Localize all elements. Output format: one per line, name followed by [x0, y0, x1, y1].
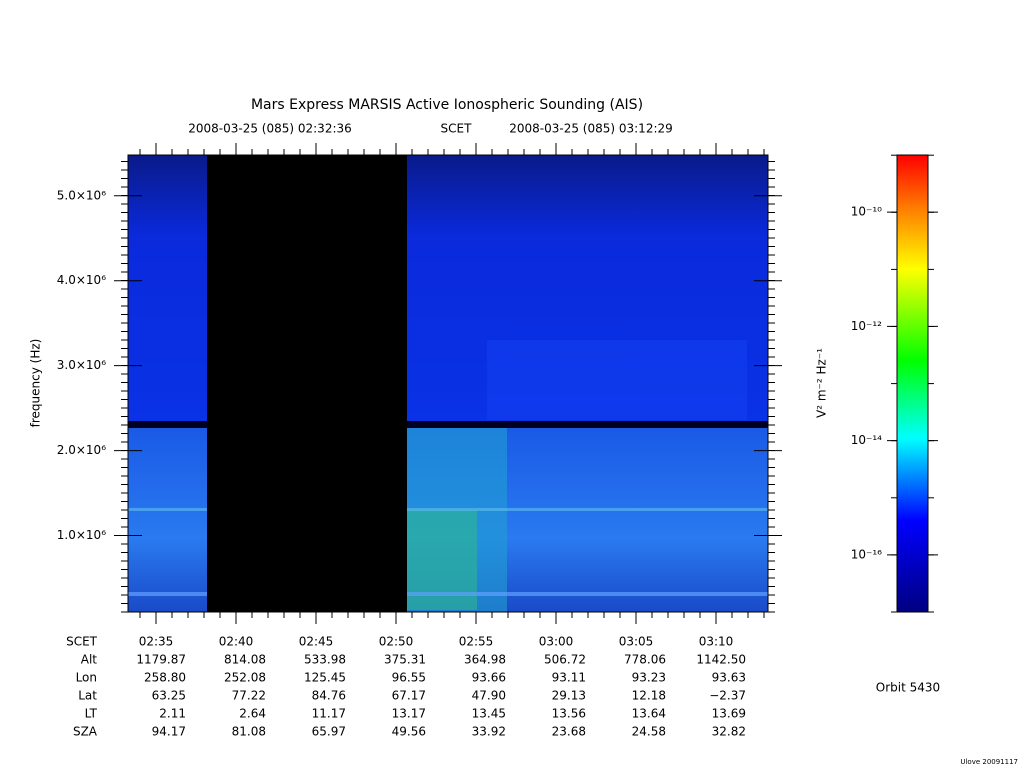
cell: 77.22 — [232, 689, 266, 703]
row-label: Lon — [76, 671, 97, 685]
cell: 93.11 — [552, 671, 586, 685]
cell: 258.80 — [144, 671, 186, 685]
plot-frame — [127, 154, 769, 613]
colorbar-tick-label: 10⁻¹² — [851, 319, 882, 333]
cell: 84.76 — [312, 689, 346, 703]
colorbar — [896, 154, 929, 613]
y-axis-label: frequency (Hz) — [29, 339, 43, 428]
colorbar-tick-label: 10⁻¹⁴ — [851, 433, 882, 447]
cell: 2.64 — [239, 707, 266, 721]
y-tick-label: 3.0×10⁶ — [57, 358, 106, 372]
cell: 29.13 — [552, 689, 586, 703]
cell: 1179.87 — [136, 653, 186, 667]
cell: 47.90 — [472, 689, 506, 703]
cell: 94.17 — [152, 725, 186, 739]
cell: 13.56 — [552, 707, 586, 721]
cell: 93.66 — [472, 671, 506, 685]
chart-title: Mars Express MARSIS Active Ionospheric S… — [251, 97, 643, 113]
row-label: SZA — [73, 725, 98, 739]
cell: 65.97 — [312, 725, 346, 739]
cell: 13.64 — [632, 707, 666, 721]
orbit: Orbit 5430 — [876, 681, 940, 695]
cell: 49.56 — [392, 725, 426, 739]
row-label: Lat — [78, 689, 97, 703]
cell: 11.17 — [312, 707, 346, 721]
cell: 1142.50 — [696, 653, 746, 667]
y-tick-label: 4.0×10⁶ — [57, 273, 106, 287]
cell: 93.23 — [632, 671, 666, 685]
cell: 2.11 — [159, 707, 186, 721]
cell: 533.98 — [304, 653, 346, 667]
colorbar-tick-label: 10⁻¹⁶ — [851, 547, 882, 561]
time-start: 2008-03-25 (085) 02:32:36 — [188, 122, 352, 136]
cell: 81.08 — [232, 725, 266, 739]
spectrogram — [128, 155, 768, 612]
cell: 506.72 — [544, 653, 586, 667]
cell: 23.68 — [552, 725, 586, 739]
cell: 63.25 — [152, 689, 186, 703]
y-tick-label: 1.0×10⁶ — [57, 528, 106, 542]
cell: 125.45 — [304, 671, 346, 685]
cell: 778.06 — [624, 653, 666, 667]
x-tick-label: 03:10 — [699, 635, 734, 649]
colorbar-label: V² m⁻² Hz⁻¹ — [815, 348, 829, 418]
footer: Ulove 20091117 — [960, 758, 1018, 766]
cell: 364.98 — [464, 653, 506, 667]
x-tick-label: 02:35 — [139, 635, 174, 649]
x-tick-label: 02:50 — [379, 635, 414, 649]
cell: 252.08 — [224, 671, 266, 685]
x-tick-label: 02:45 — [299, 635, 334, 649]
row-label: LT — [85, 707, 98, 721]
cell: 13.69 — [712, 707, 746, 721]
cell: 13.45 — [472, 707, 506, 721]
time-end: 2008-03-25 (085) 03:12:29 — [509, 122, 673, 136]
cell: 814.08 — [224, 653, 266, 667]
cell: 96.55 — [392, 671, 426, 685]
colorbar-tick-label: 10⁻¹⁰ — [851, 205, 882, 219]
time-system: SCET — [441, 122, 473, 136]
cell: −2.37 — [709, 689, 746, 703]
cell: 67.17 — [392, 689, 426, 703]
y-tick-label: 5.0×10⁶ — [57, 188, 106, 202]
cell: 375.31 — [384, 653, 426, 667]
x-tick-label: 02:55 — [459, 635, 494, 649]
cell: 24.58 — [632, 725, 666, 739]
y-tick-label: 2.0×10⁶ — [57, 443, 106, 457]
cell: 13.17 — [392, 707, 426, 721]
x-tick-label: 02:40 — [219, 635, 254, 649]
row-label: SCET — [66, 635, 98, 649]
row-label: Alt — [81, 653, 98, 667]
x-tick-label: 03:05 — [619, 635, 654, 649]
cell: 93.63 — [712, 671, 746, 685]
cell: 12.18 — [632, 689, 666, 703]
cell: 33.92 — [472, 725, 506, 739]
x-tick-label: 03:00 — [539, 635, 574, 649]
cell: 32.82 — [712, 725, 746, 739]
